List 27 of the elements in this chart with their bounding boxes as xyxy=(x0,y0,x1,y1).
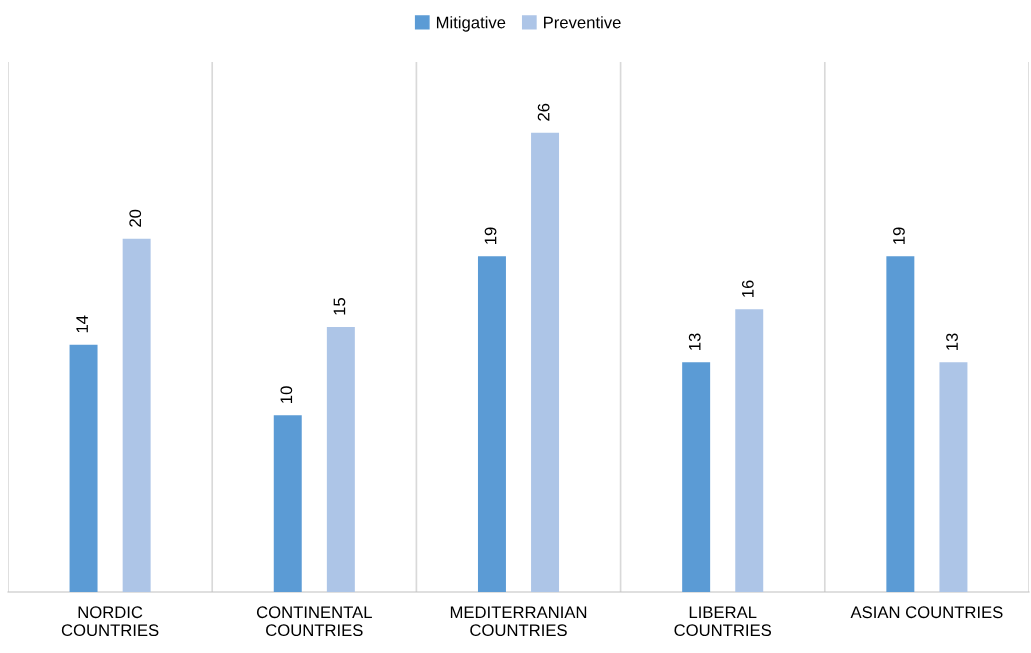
data-label: 19 xyxy=(893,227,905,244)
x-tick-label: LIBERAL COUNTRIES xyxy=(674,606,772,637)
data-label: 14 xyxy=(76,315,88,333)
x-tick-label: CONTINENTAL COUNTRIES xyxy=(256,606,372,637)
bar xyxy=(682,362,711,592)
data-label: 15 xyxy=(333,298,346,315)
x-tick-label: NORDIC COUNTRIES xyxy=(61,606,159,637)
data-label: 20 xyxy=(129,209,142,227)
x-tick-label: MEDITERRANIAN COUNTRIES xyxy=(450,606,587,637)
data-label: 13 xyxy=(946,333,958,350)
data-label: 10 xyxy=(280,386,293,403)
x-tick-label: ASIAN COUNTRIES xyxy=(850,606,1003,619)
bar xyxy=(326,327,355,592)
bar xyxy=(69,344,98,592)
bar xyxy=(477,256,506,592)
bar xyxy=(273,415,302,592)
bar xyxy=(886,256,915,592)
bar xyxy=(735,309,764,592)
data-label: 26 xyxy=(537,103,550,121)
data-label: 19 xyxy=(484,227,497,244)
bar xyxy=(939,362,968,592)
data-label: 16 xyxy=(741,280,754,297)
data-label: 13 xyxy=(688,333,701,350)
bar xyxy=(531,132,560,592)
bar xyxy=(122,238,151,592)
legend-label: Preventive xyxy=(544,16,621,29)
legend-label: Mitigative xyxy=(436,16,506,32)
